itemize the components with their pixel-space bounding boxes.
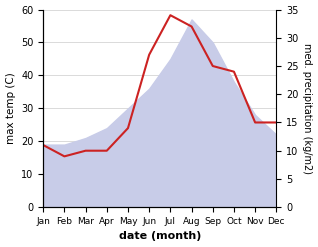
X-axis label: date (month): date (month)	[119, 231, 201, 242]
Y-axis label: med. precipitation (kg/m2): med. precipitation (kg/m2)	[302, 43, 313, 174]
Y-axis label: max temp (C): max temp (C)	[5, 72, 16, 144]
